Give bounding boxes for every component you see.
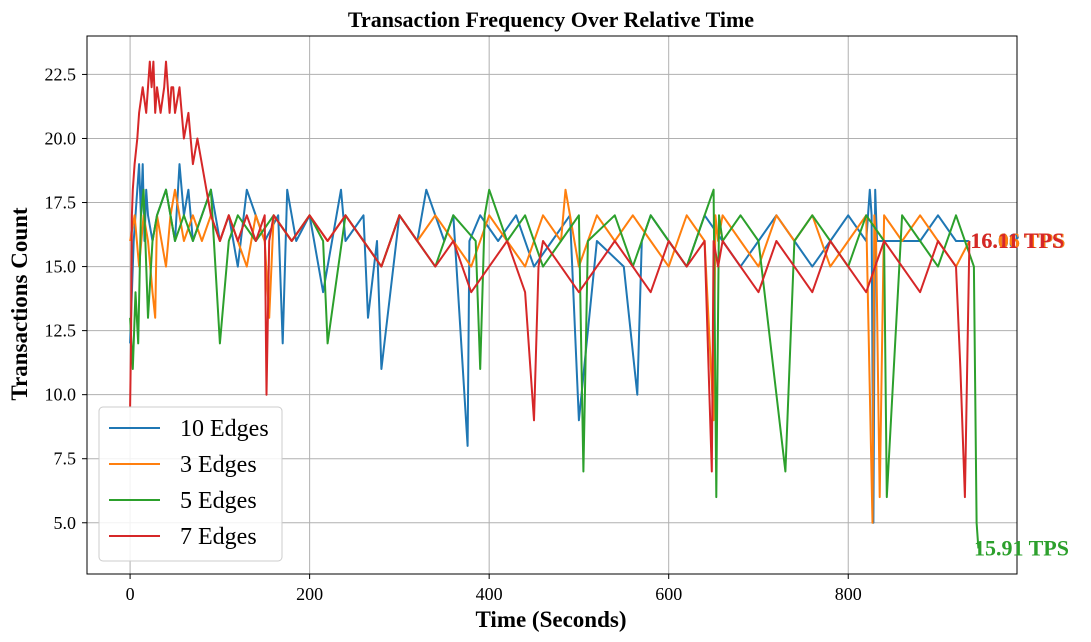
legend-frame [98, 406, 283, 562]
series-line-7-edges [129, 60, 971, 499]
axis-ticks: 0 200 400 600 800 5.0 7.5 10.0 12.5 15.0 17.5 20.0 2… [45, 64, 862, 604]
x-tick-label: 400 [476, 584, 503, 604]
end-label-10-edges: 16.08 TPS [970, 228, 1065, 253]
end-label-7-edges: 16.11 TPS [970, 228, 1064, 253]
y-tick-label: 12.5 [45, 321, 77, 341]
legend-label-10-edges: 10 Edges [180, 416, 269, 442]
y-tick-label: 17.5 [45, 193, 77, 213]
y-tick-label: 22.5 [45, 64, 77, 84]
y-tick-label: 15.0 [45, 257, 77, 277]
x-tick-label: 600 [655, 584, 682, 604]
y-tick-label: 7.5 [54, 449, 77, 469]
legend-label-5-edges: 5 Edges [180, 488, 257, 514]
series-line-5-edges [129, 188, 980, 549]
x-tick-label: 800 [835, 584, 862, 604]
x-tick-label: 0 [126, 584, 135, 604]
y-tick-label: 10.0 [45, 385, 77, 405]
plot-frame [86, 35, 1018, 575]
x-axis-label: Time (Seconds) [476, 607, 627, 632]
legend-label-3-edges: 3 Edges [180, 452, 257, 478]
chart-title: Transaction Frequency Over Relative Time [348, 7, 754, 32]
end-label-3-edges: 16.06 TPS [970, 228, 1065, 253]
legend-label-7-edges: 7 Edges [180, 524, 257, 550]
y-axis-label: Transactions Count [7, 207, 32, 401]
plot-series [129, 60, 980, 549]
end-label-5-edges: 15.91 TPS [974, 535, 1069, 560]
y-tick-label: 5.0 [54, 513, 77, 533]
y-tick-label: 20.0 [45, 128, 77, 148]
legend: 10 Edges 3 Edges 5 Edges 7 Edges [98, 406, 283, 562]
x-tick-label: 200 [296, 584, 323, 604]
